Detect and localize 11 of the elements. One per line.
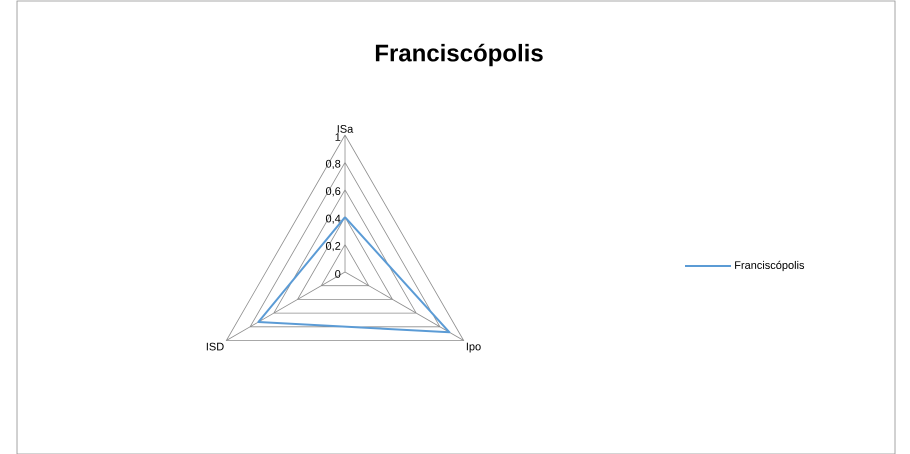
- chart-title: Franciscópolis: [376, 44, 543, 66]
- y-tick-label: 1: [336, 133, 340, 141]
- spoke-label: ISa: [338, 124, 354, 133]
- y-tick-label: 0,2: [326, 242, 340, 251]
- spoke-label: ISD: [206, 342, 224, 350]
- y-tick-label: 0,8: [326, 160, 340, 169]
- y-tick-label: 0,6: [326, 187, 340, 196]
- legend-label: Franciscópolis: [735, 260, 804, 271]
- y-tick-label: 0,4: [326, 214, 340, 224]
- spoke-label: Ipo: [466, 342, 481, 352]
- y-tick-label: 0: [335, 270, 340, 278]
